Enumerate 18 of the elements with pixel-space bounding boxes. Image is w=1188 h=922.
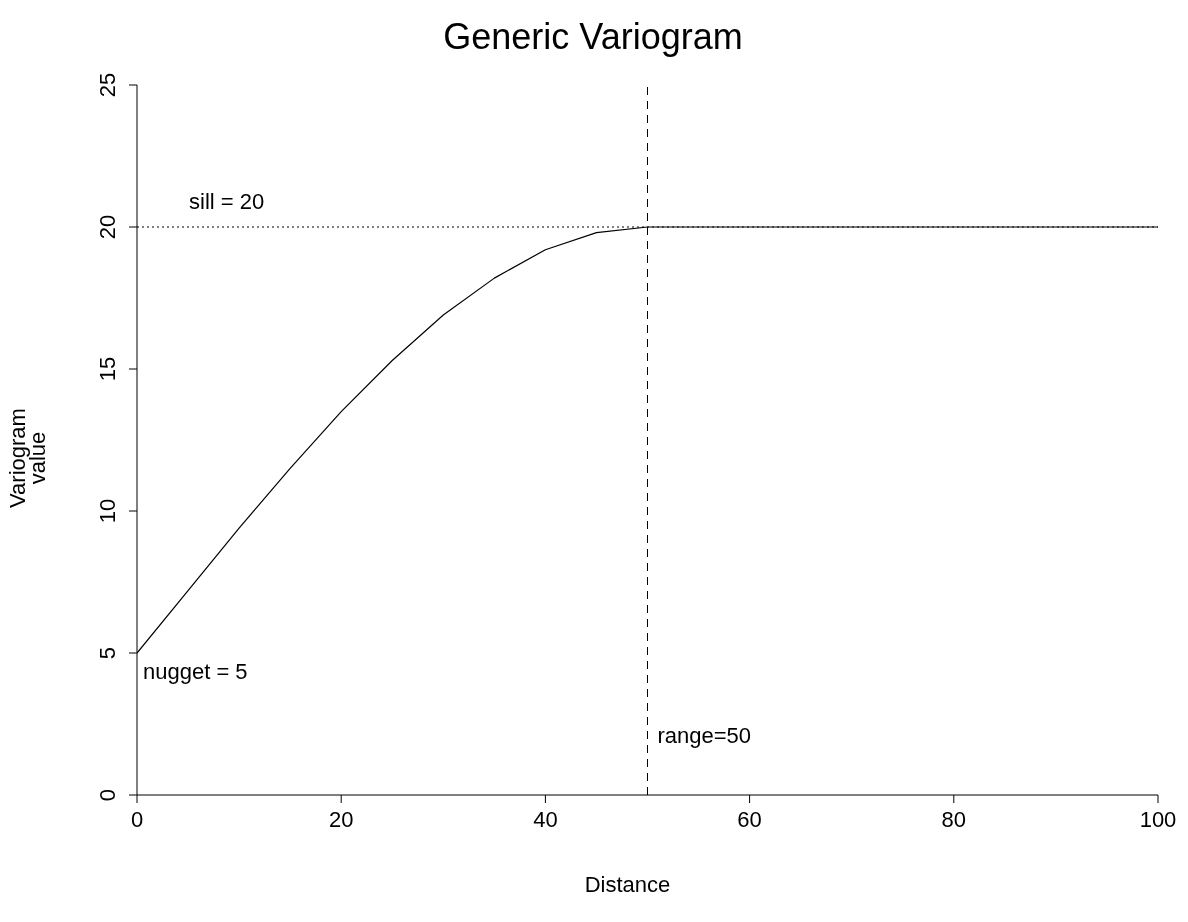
ref-line-label: sill = 20 — [189, 189, 265, 214]
y-tick-label: 0 — [95, 788, 120, 802]
y-tick-label: 10 — [95, 498, 120, 524]
x-tick-label: 80 — [941, 807, 967, 832]
y-tick-label: 15 — [95, 356, 120, 382]
annotation: nugget = 5 — [143, 659, 248, 684]
x-tick-label: 20 — [328, 807, 354, 832]
y-tick-label: 5 — [95, 646, 120, 660]
ref-line-label: range=50 — [657, 723, 752, 748]
y-tick-label: 20 — [95, 214, 120, 240]
x-axis-title: Distance — [583, 872, 672, 898]
x-tick-label: 60 — [737, 807, 762, 832]
y-axis-title: Variogram value — [5, 407, 50, 510]
chart-title: Generic Variogram — [442, 16, 744, 58]
y-tick-label: 25 — [95, 72, 120, 98]
x-tick-label: 0 — [130, 807, 144, 832]
x-tick-label: 100 — [1139, 807, 1177, 832]
x-tick-label: 40 — [533, 807, 558, 832]
